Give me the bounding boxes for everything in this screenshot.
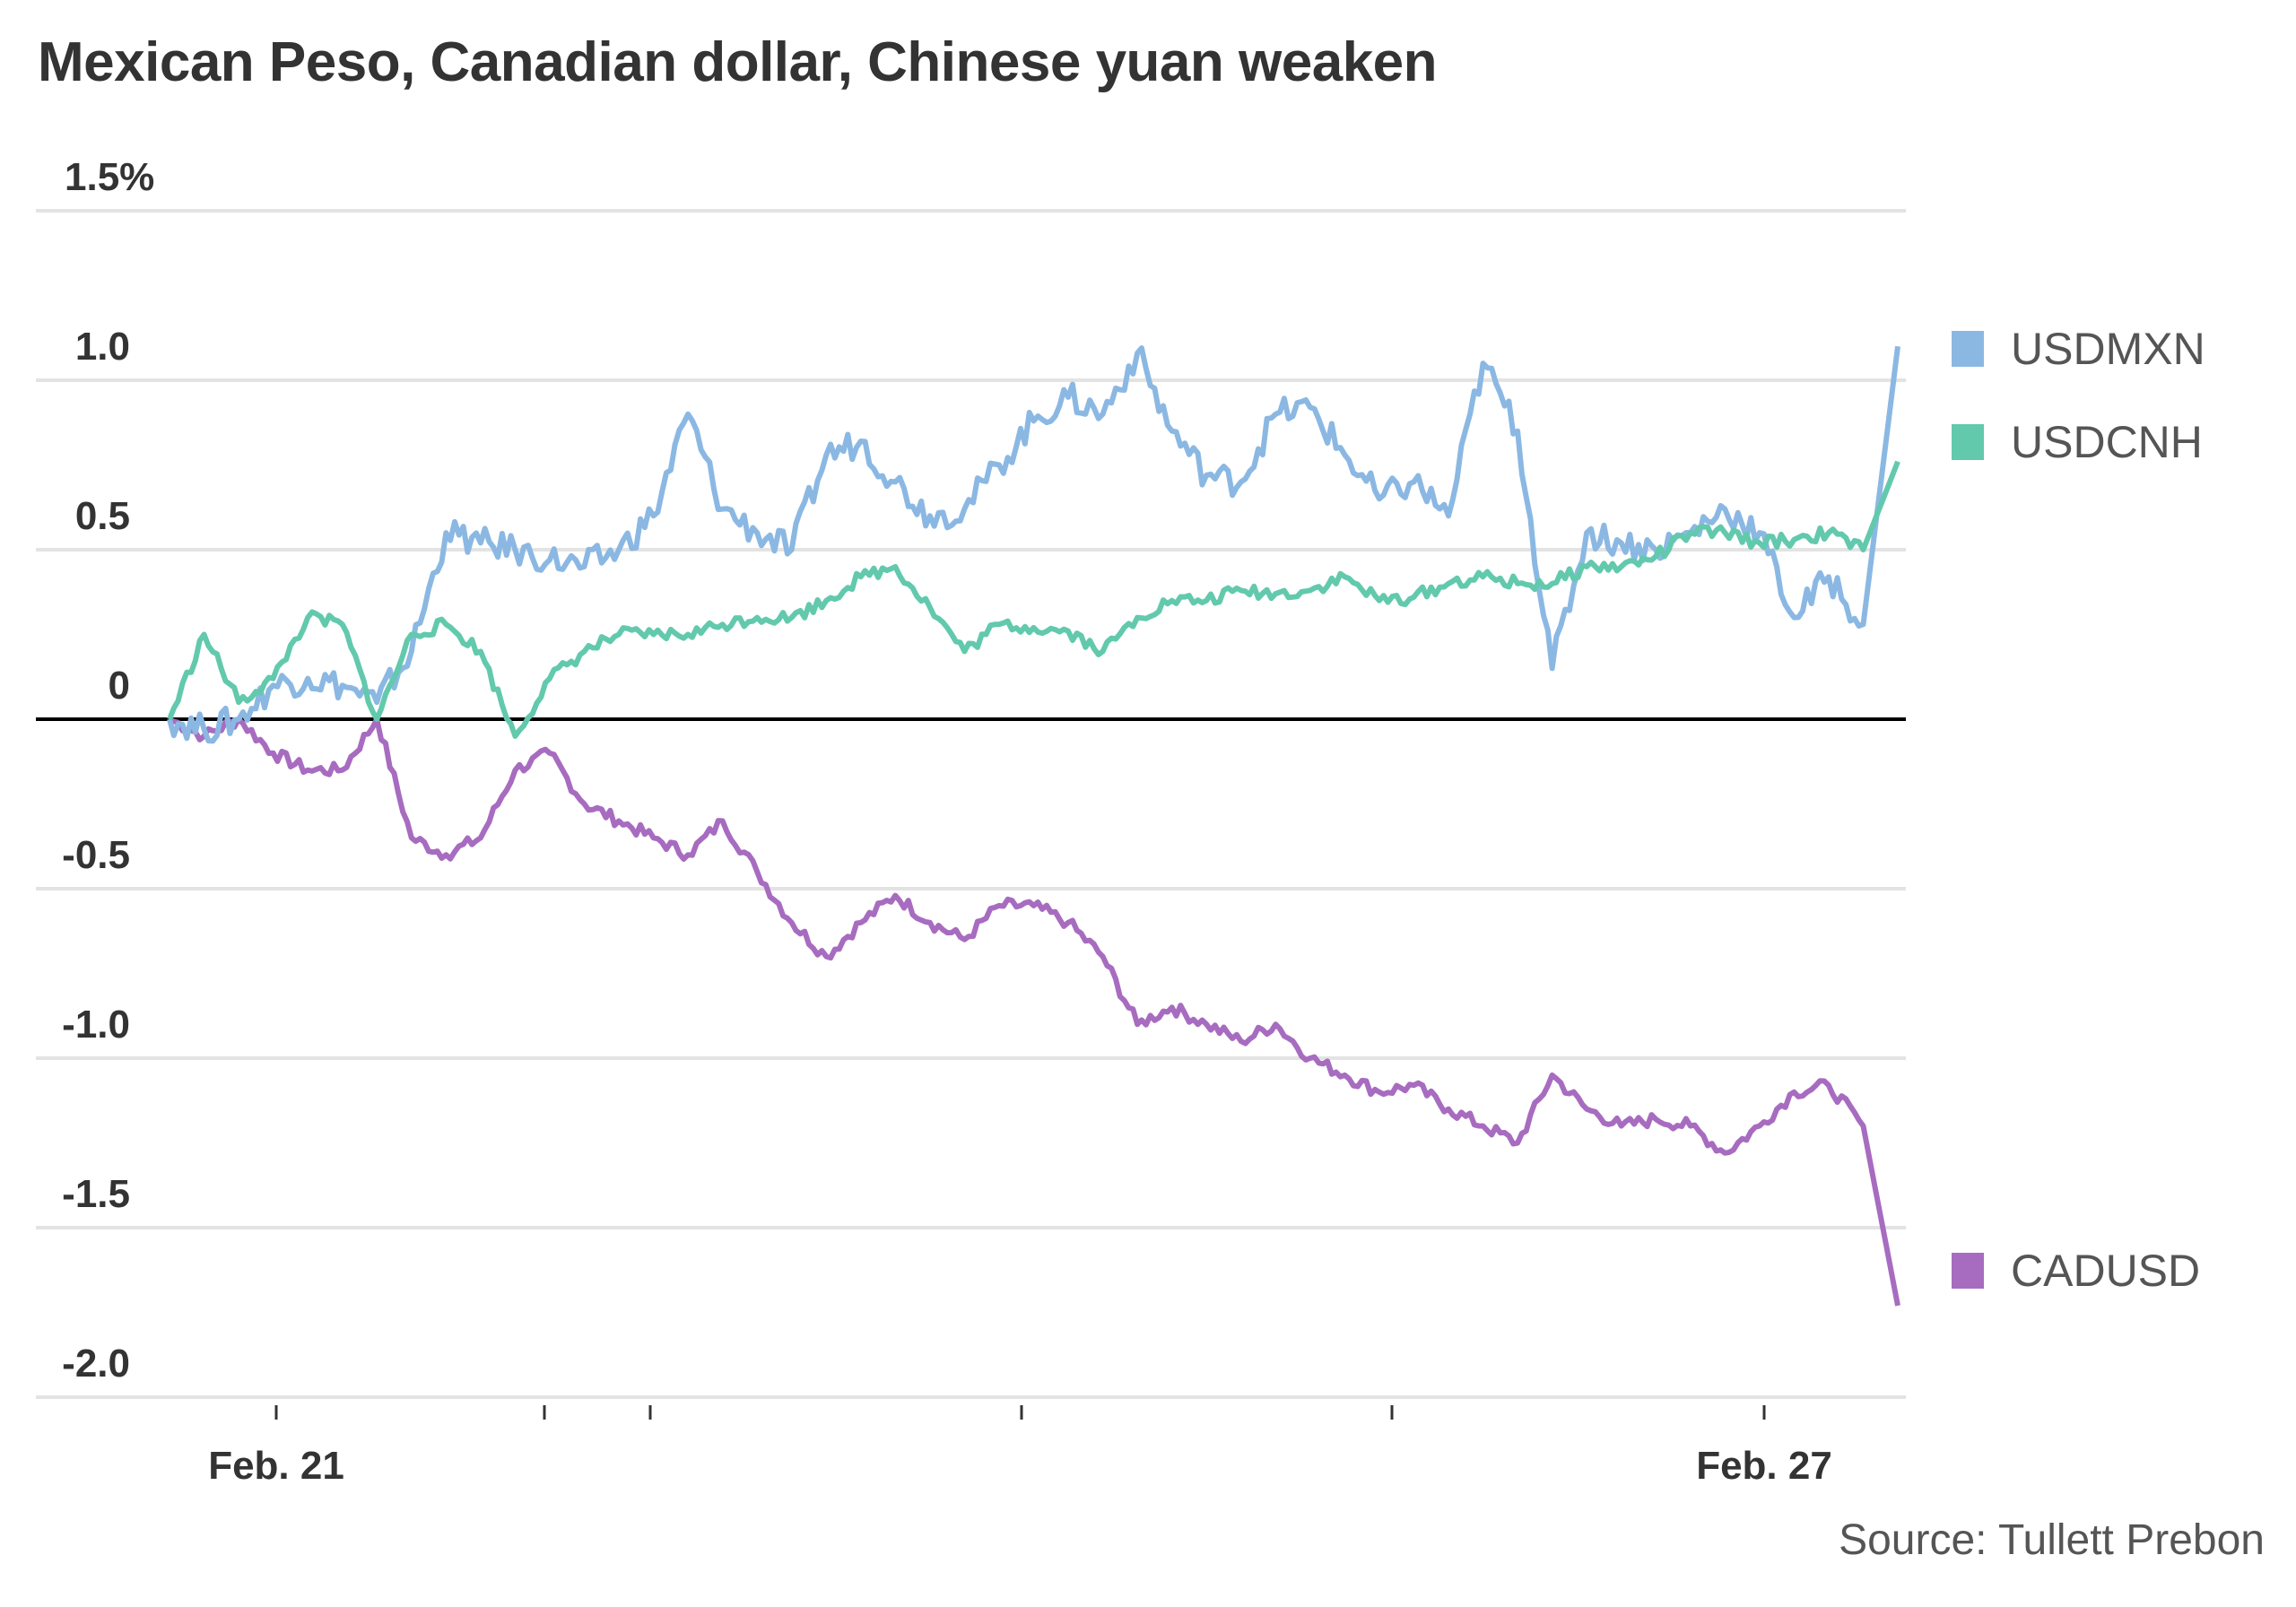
legend-swatch-icon <box>1952 331 1984 367</box>
series-line-usdcnh <box>167 460 1900 739</box>
y-tick-label: 0.5 <box>74 494 130 538</box>
y-tick-label: -2.0 <box>62 1342 130 1385</box>
legend-swatch-icon <box>1952 1253 1984 1289</box>
x-tick-label: Feb. 27 <box>1696 1444 1832 1488</box>
legend-label: USDCNH <box>2011 417 2203 467</box>
chart-title: Mexican Peso, Canadian dollar, Chinese y… <box>38 31 1438 93</box>
series-line-usdmxn <box>167 345 1900 744</box>
legend-label: CADUSD <box>2011 1246 2201 1296</box>
x-tick-label: Feb. 21 <box>208 1444 344 1488</box>
legend-item-cadusd: CADUSD <box>1952 1246 2200 1296</box>
source-note: Source: Tullett Prebon <box>1839 1516 2265 1564</box>
legend-item-usdmxn: USDMXN <box>1952 324 2205 374</box>
y-tick-label: -0.5 <box>62 833 130 877</box>
legend-item-usdcnh: USDCNH <box>1952 417 2203 467</box>
y-tick-label: 1.0 <box>74 325 130 369</box>
legend-label: USDMXN <box>2011 324 2205 374</box>
y-tick-label: 1.5% <box>65 155 155 199</box>
legend-swatch-icon <box>1952 424 1984 460</box>
y-tick-label: -1.5 <box>62 1172 130 1216</box>
y-tick-label: -1.0 <box>62 1003 130 1047</box>
y-tick-label: 0 <box>108 664 130 708</box>
series-line-cadusd <box>168 717 1900 1307</box>
